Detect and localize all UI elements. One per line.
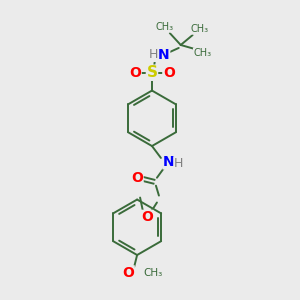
Text: O: O — [122, 266, 134, 280]
Text: N: N — [163, 155, 175, 169]
Text: H: H — [148, 48, 158, 62]
Text: O: O — [141, 210, 153, 224]
Text: O: O — [163, 66, 175, 80]
Text: N: N — [158, 48, 170, 62]
Text: O: O — [131, 171, 143, 185]
Text: CH₃: CH₃ — [190, 24, 208, 34]
Text: O: O — [129, 66, 141, 80]
Text: H: H — [174, 158, 183, 170]
Text: CH₃: CH₃ — [194, 48, 211, 58]
Text: CH₃: CH₃ — [156, 22, 174, 32]
Text: S: S — [146, 65, 158, 80]
Text: CH₃: CH₃ — [143, 268, 162, 278]
